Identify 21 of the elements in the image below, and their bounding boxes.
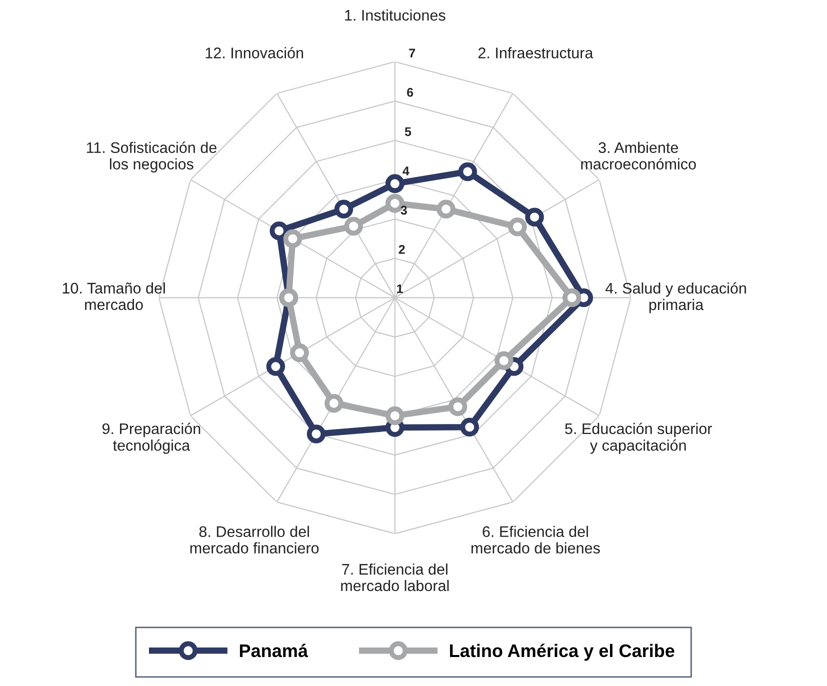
spoke-label: 3. Ambiente macroeconómico: [581, 142, 696, 170]
spoke-label: 7. Eficiencia del mercado laboral: [341, 564, 449, 592]
spoke-label: 8. Desarrollo del mercado financiero: [190, 526, 319, 554]
spoke-label: 9. Preparación tecnológica: [102, 422, 200, 454]
spoke-label: 12. Innovación: [206, 46, 304, 58]
y-tick-label: 4: [402, 166, 410, 176]
spoke-label: 1. Instituciones: [345, 9, 446, 21]
y-tick-label: 3: [400, 206, 407, 215]
spoke-label: 4. Salud y educación primaria: [605, 282, 746, 314]
y-tick-label: 2: [398, 245, 405, 254]
spoke-label: 10. Tamaño del mercado: [62, 282, 165, 310]
y-tick-label: 1: [397, 284, 403, 294]
spoke-label: 5. Educación superior y capacitación: [565, 422, 712, 454]
spoke-label: 6. Eficiencia del mercado de bienes: [472, 526, 600, 554]
spoke-label: 2. Infraestructura: [478, 47, 594, 58]
spoke-label: 11. Sofisticación de los negocios: [86, 142, 216, 173]
legend-label: Panamá: [240, 644, 308, 658]
y-tick-label: 7: [409, 48, 416, 58]
y-tick-label: 5: [404, 127, 412, 136]
legend-label: Latino América y el Caribe: [450, 644, 674, 661]
y-tick-label: 6: [407, 88, 414, 97]
